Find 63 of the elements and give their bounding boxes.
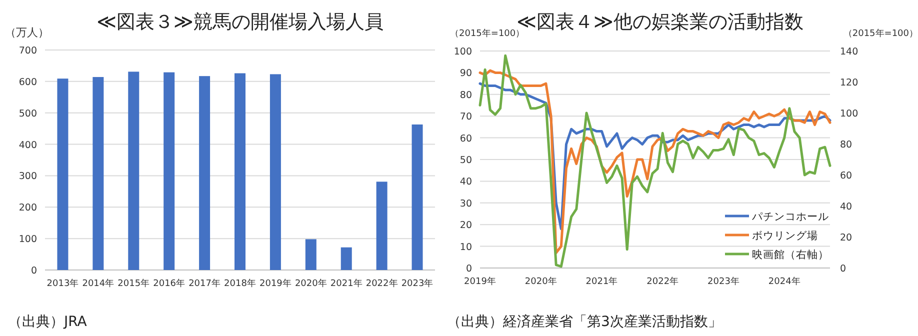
x-tick-label: 2022年 [366, 278, 398, 289]
y-tick-label: 100 [454, 46, 472, 58]
x-tick-label: 2020年 [524, 276, 557, 287]
legend-label: 映画館（右軸） [752, 248, 829, 261]
bar [340, 247, 352, 270]
y-tick-label: 40 [460, 176, 472, 188]
y2-tick-label: 60 [840, 170, 852, 182]
x-tick-label: 2017年 [188, 278, 220, 289]
y-tick-label: 0 [30, 266, 37, 276]
bar [376, 182, 388, 270]
bar [412, 124, 423, 270]
x-tick-label: 2016年 [153, 278, 186, 289]
y-tick-label: 500 [18, 108, 37, 120]
y-tick-label: 50 [460, 155, 472, 166]
x-tick-label: 2021年 [330, 278, 362, 289]
bar [305, 239, 316, 270]
y-tick-label: 30 [460, 198, 472, 210]
x-tick-label: 2024年 [768, 276, 800, 287]
bar [199, 76, 210, 270]
y2-axis-title: （2015年=100） [843, 28, 918, 39]
text: （出典）経済産業省「第3次産業活動指数」 [447, 314, 722, 330]
x-tick-label: 2018年 [224, 278, 256, 289]
y-tick-label: 70 [460, 112, 472, 123]
x-tick-label: 2019年 [260, 278, 292, 289]
x-tick-label: 2023年 [708, 276, 740, 287]
y-tick-label: 60 [460, 133, 472, 144]
y-tick-label: 700 [18, 46, 37, 56]
x-tick-label: 2020年 [294, 278, 327, 289]
bar [234, 73, 246, 270]
y-tick-label: 20 [460, 220, 472, 232]
y-tick-label: 400 [18, 140, 37, 151]
y-tick-label: 200 [18, 202, 37, 214]
y-tick-label: 100 [18, 234, 37, 246]
y2-tick-label: 0 [840, 264, 846, 274]
y2-tick-label: 100 [840, 108, 858, 120]
bar [92, 77, 104, 270]
bar [270, 74, 281, 270]
y2-tick-label: 120 [840, 78, 858, 88]
x-tick-label: 2021年 [586, 276, 618, 287]
y2-tick-label: 140 [840, 46, 858, 58]
x-tick-label: 2013年 [46, 278, 79, 289]
y-tick-label: 90 [460, 68, 472, 80]
chart-title: ≪図表３≫競馬の開催場入場人員 [96, 11, 384, 33]
x-tick-label: 2023年 [401, 278, 434, 289]
x-tick-label: 2015年 [118, 278, 150, 289]
x-tick-label: 2014年 [82, 278, 114, 289]
y2-tick-label: 80 [840, 140, 852, 150]
bar [164, 72, 175, 270]
y2-tick-label: 20 [840, 232, 852, 244]
y-tick-label: 600 [18, 76, 37, 88]
bar [57, 78, 68, 270]
y-tick-label: 80 [460, 90, 472, 101]
y-tick-label: 300 [18, 171, 37, 182]
y-axis-title: （万人） [5, 26, 49, 39]
legend-label: ボウリング場 [752, 230, 818, 242]
x-tick-label: 2019年 [464, 276, 496, 287]
y-tick-label: 10 [460, 242, 472, 253]
y2-tick-label: 40 [840, 202, 852, 212]
y-tick-label: 0 [466, 264, 472, 274]
legend-label: パチンコホール [751, 211, 829, 223]
x-tick-label: 2022年 [646, 276, 679, 287]
text: （出典）JRA [8, 314, 88, 330]
bar [128, 72, 140, 270]
